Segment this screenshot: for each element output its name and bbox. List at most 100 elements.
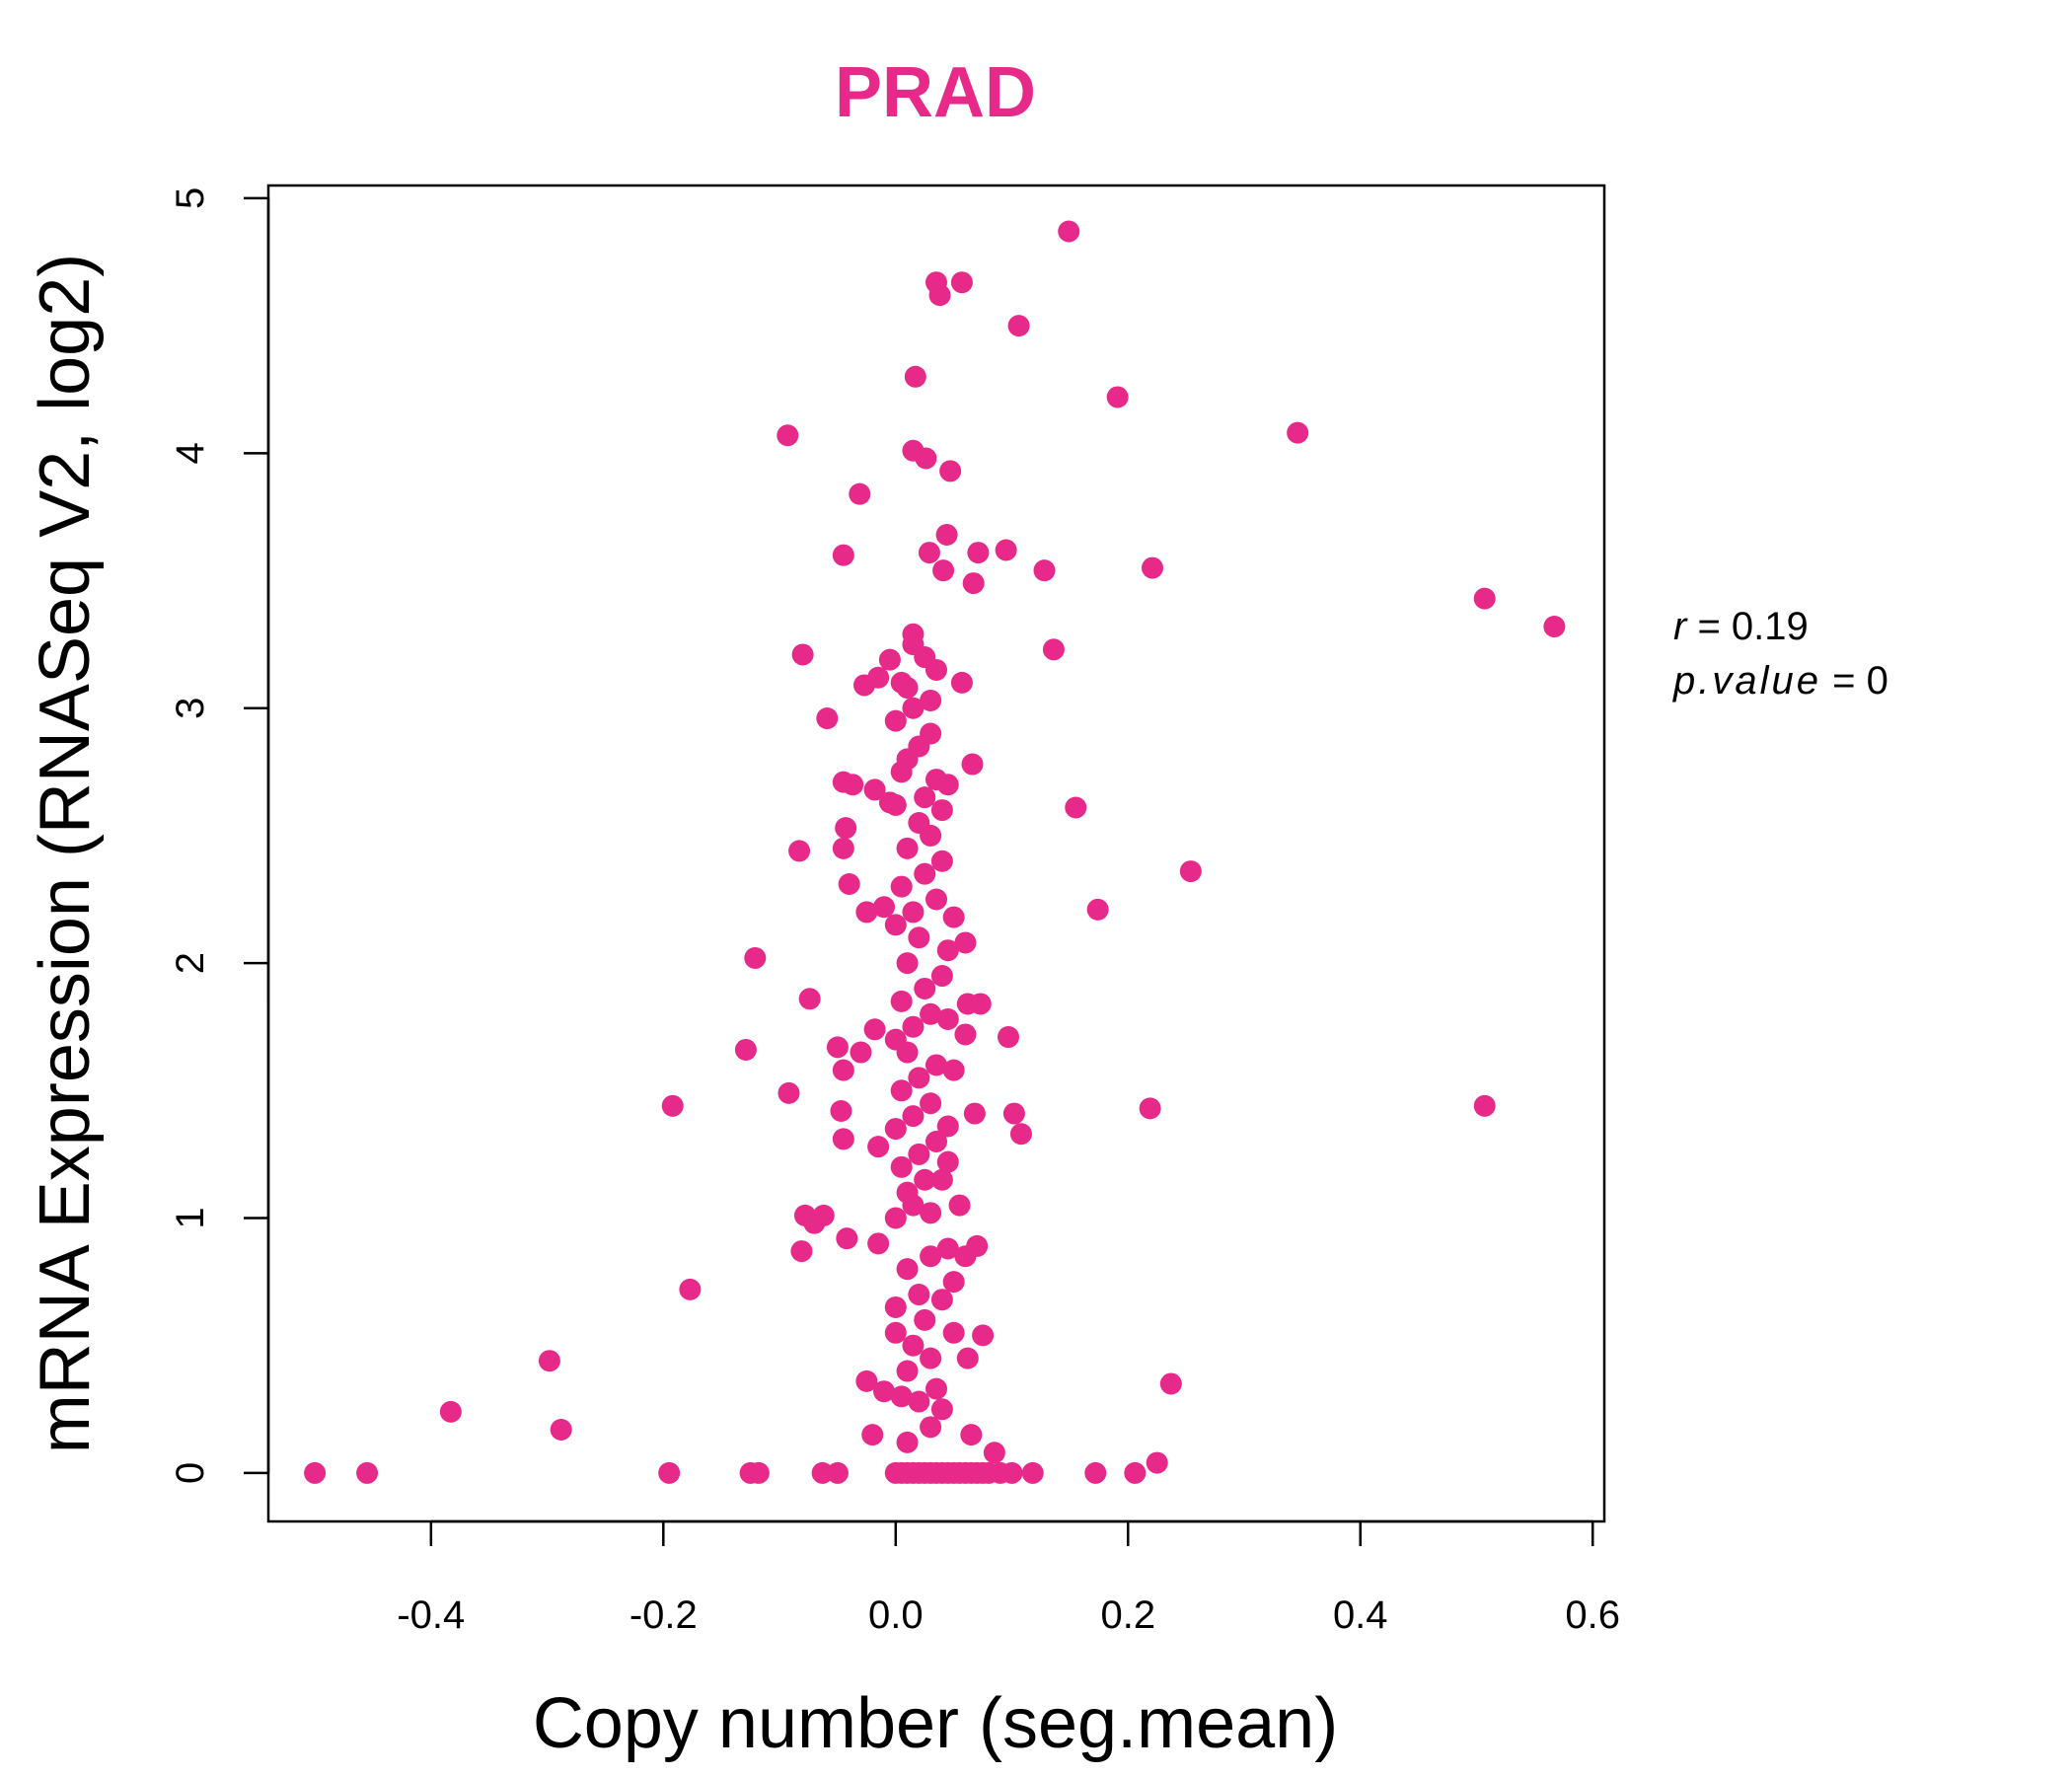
data-point [863,778,886,801]
data-point [942,1059,965,1081]
data-point [896,1258,919,1281]
data-point [747,1461,770,1484]
data-point [908,926,930,949]
data-point [966,1234,989,1257]
data-point [932,559,955,582]
data-point [902,697,925,719]
data-point [896,1360,919,1382]
data-point [777,1081,800,1104]
data-point [873,1380,896,1403]
data-point [439,1400,462,1423]
x-tick-label: 0.0 [868,1593,924,1637]
data-point [920,689,942,711]
data-point [936,939,959,962]
data-point [954,931,977,954]
data-point [920,1002,942,1025]
x-tick-label: -0.2 [629,1593,698,1637]
data-point [849,482,871,505]
data-point [1106,386,1129,408]
p-label: p.value [1672,659,1821,703]
data-point [878,791,901,814]
data-point [304,1461,327,1484]
data-point [896,1431,919,1453]
data-point [942,1271,965,1294]
x-tick-label: 0.4 [1333,1593,1388,1637]
data-point [936,1115,959,1138]
data-point [884,709,907,732]
data-point [1009,1123,1032,1146]
data-point [914,862,936,885]
data-point [961,753,984,776]
data-point [855,1369,878,1392]
data-point [873,896,896,919]
data-point [960,1424,983,1446]
x-axis: -0.4 -0.2 0.0 0.2 0.4 0.6 [397,1519,1620,1637]
data-point [954,1023,977,1046]
data-point [884,1118,907,1141]
data-point [930,1398,953,1421]
data-point [890,1385,913,1408]
data-point [914,786,936,809]
y-tick-label: 0 [169,1462,212,1484]
data-point [902,1105,925,1128]
data-point [896,952,919,975]
x-tick-label: -0.4 [397,1593,465,1637]
data-point [890,990,913,1012]
data-point [1065,796,1087,819]
data-point [1287,421,1309,444]
data-point [816,707,839,730]
data-point [1002,1102,1025,1125]
data-point [972,1324,995,1347]
data-point [914,977,936,999]
data-point [948,1194,971,1217]
chart-title: PRAD [835,53,1036,132]
data-point [963,1102,986,1125]
data-point [936,1150,959,1173]
data-point [855,901,878,924]
data-point [962,572,985,595]
y-tick-label: 5 [169,187,212,209]
data-point [930,965,953,988]
data-point [925,888,947,911]
data-point [811,1461,834,1484]
data-point [908,1284,930,1306]
data-point [896,677,919,700]
data-point [920,1416,942,1439]
data-point [863,1018,886,1041]
data-point [884,1207,907,1229]
p-value: 0 [1867,659,1888,703]
r-value: 0.19 [1732,605,1809,648]
p-equals: = [1821,659,1867,703]
data-point [734,1038,757,1061]
data-point [890,1155,913,1178]
data-points [304,220,1566,1484]
data-point [1179,860,1202,883]
data-point [1084,1461,1107,1484]
r-label: r [1673,605,1688,648]
data-point [902,1015,925,1038]
data-point [908,1143,930,1165]
y-tick-label: 1 [169,1207,212,1228]
data-point [826,1461,849,1484]
data-point [1058,220,1080,243]
data-point [842,774,864,796]
y-tick-label: 3 [169,698,212,719]
data-point [861,1424,884,1446]
x-tick-label: 0.2 [1100,1593,1155,1637]
data-point [1021,1461,1044,1484]
data-point [930,1289,953,1311]
data-point [1033,559,1056,582]
data-point [867,1232,890,1255]
data-point [925,769,947,791]
data-point [983,1442,1005,1464]
data-point [956,1347,979,1369]
data-point [744,946,767,969]
data-point [1473,1094,1496,1117]
data-point [867,666,890,689]
data-point [908,1067,930,1089]
data-point [950,271,973,294]
data-point [920,1202,942,1224]
data-point [835,817,857,840]
data-point [930,799,953,822]
